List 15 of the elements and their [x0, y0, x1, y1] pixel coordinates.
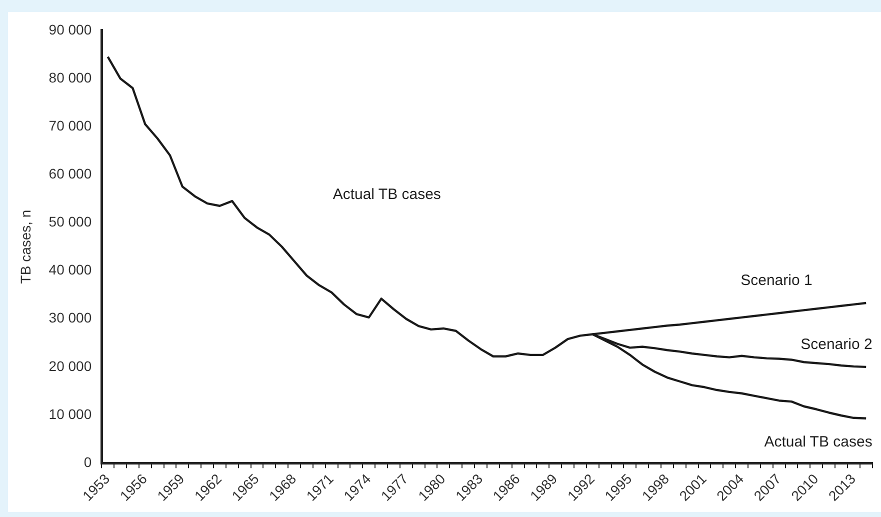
y-tick-label: 80 000 — [48, 69, 92, 86]
y-tick-label: 70 000 — [48, 117, 92, 134]
y-tick-label: 90 000 — [48, 21, 92, 38]
series-label: Actual TB cases — [764, 434, 872, 451]
series-label: Scenario 2 — [800, 336, 872, 354]
annotation: Actual TB cases — [332, 186, 441, 203]
y-tick-label: 60 000 — [48, 165, 92, 182]
y-tick-label: 50 000 — [48, 214, 92, 230]
series-label: Scenario 1 — [740, 272, 812, 290]
y-axis-title: TB cases, n — [17, 210, 34, 284]
y-tick-label: 20 000 — [48, 358, 92, 374]
y-tick-label: 10 000 — [48, 406, 92, 422]
y-tick-label: 30 000 — [48, 310, 92, 326]
y-tick-label: 40 000 — [48, 262, 92, 278]
y-tick-label: 0 — [84, 454, 92, 470]
